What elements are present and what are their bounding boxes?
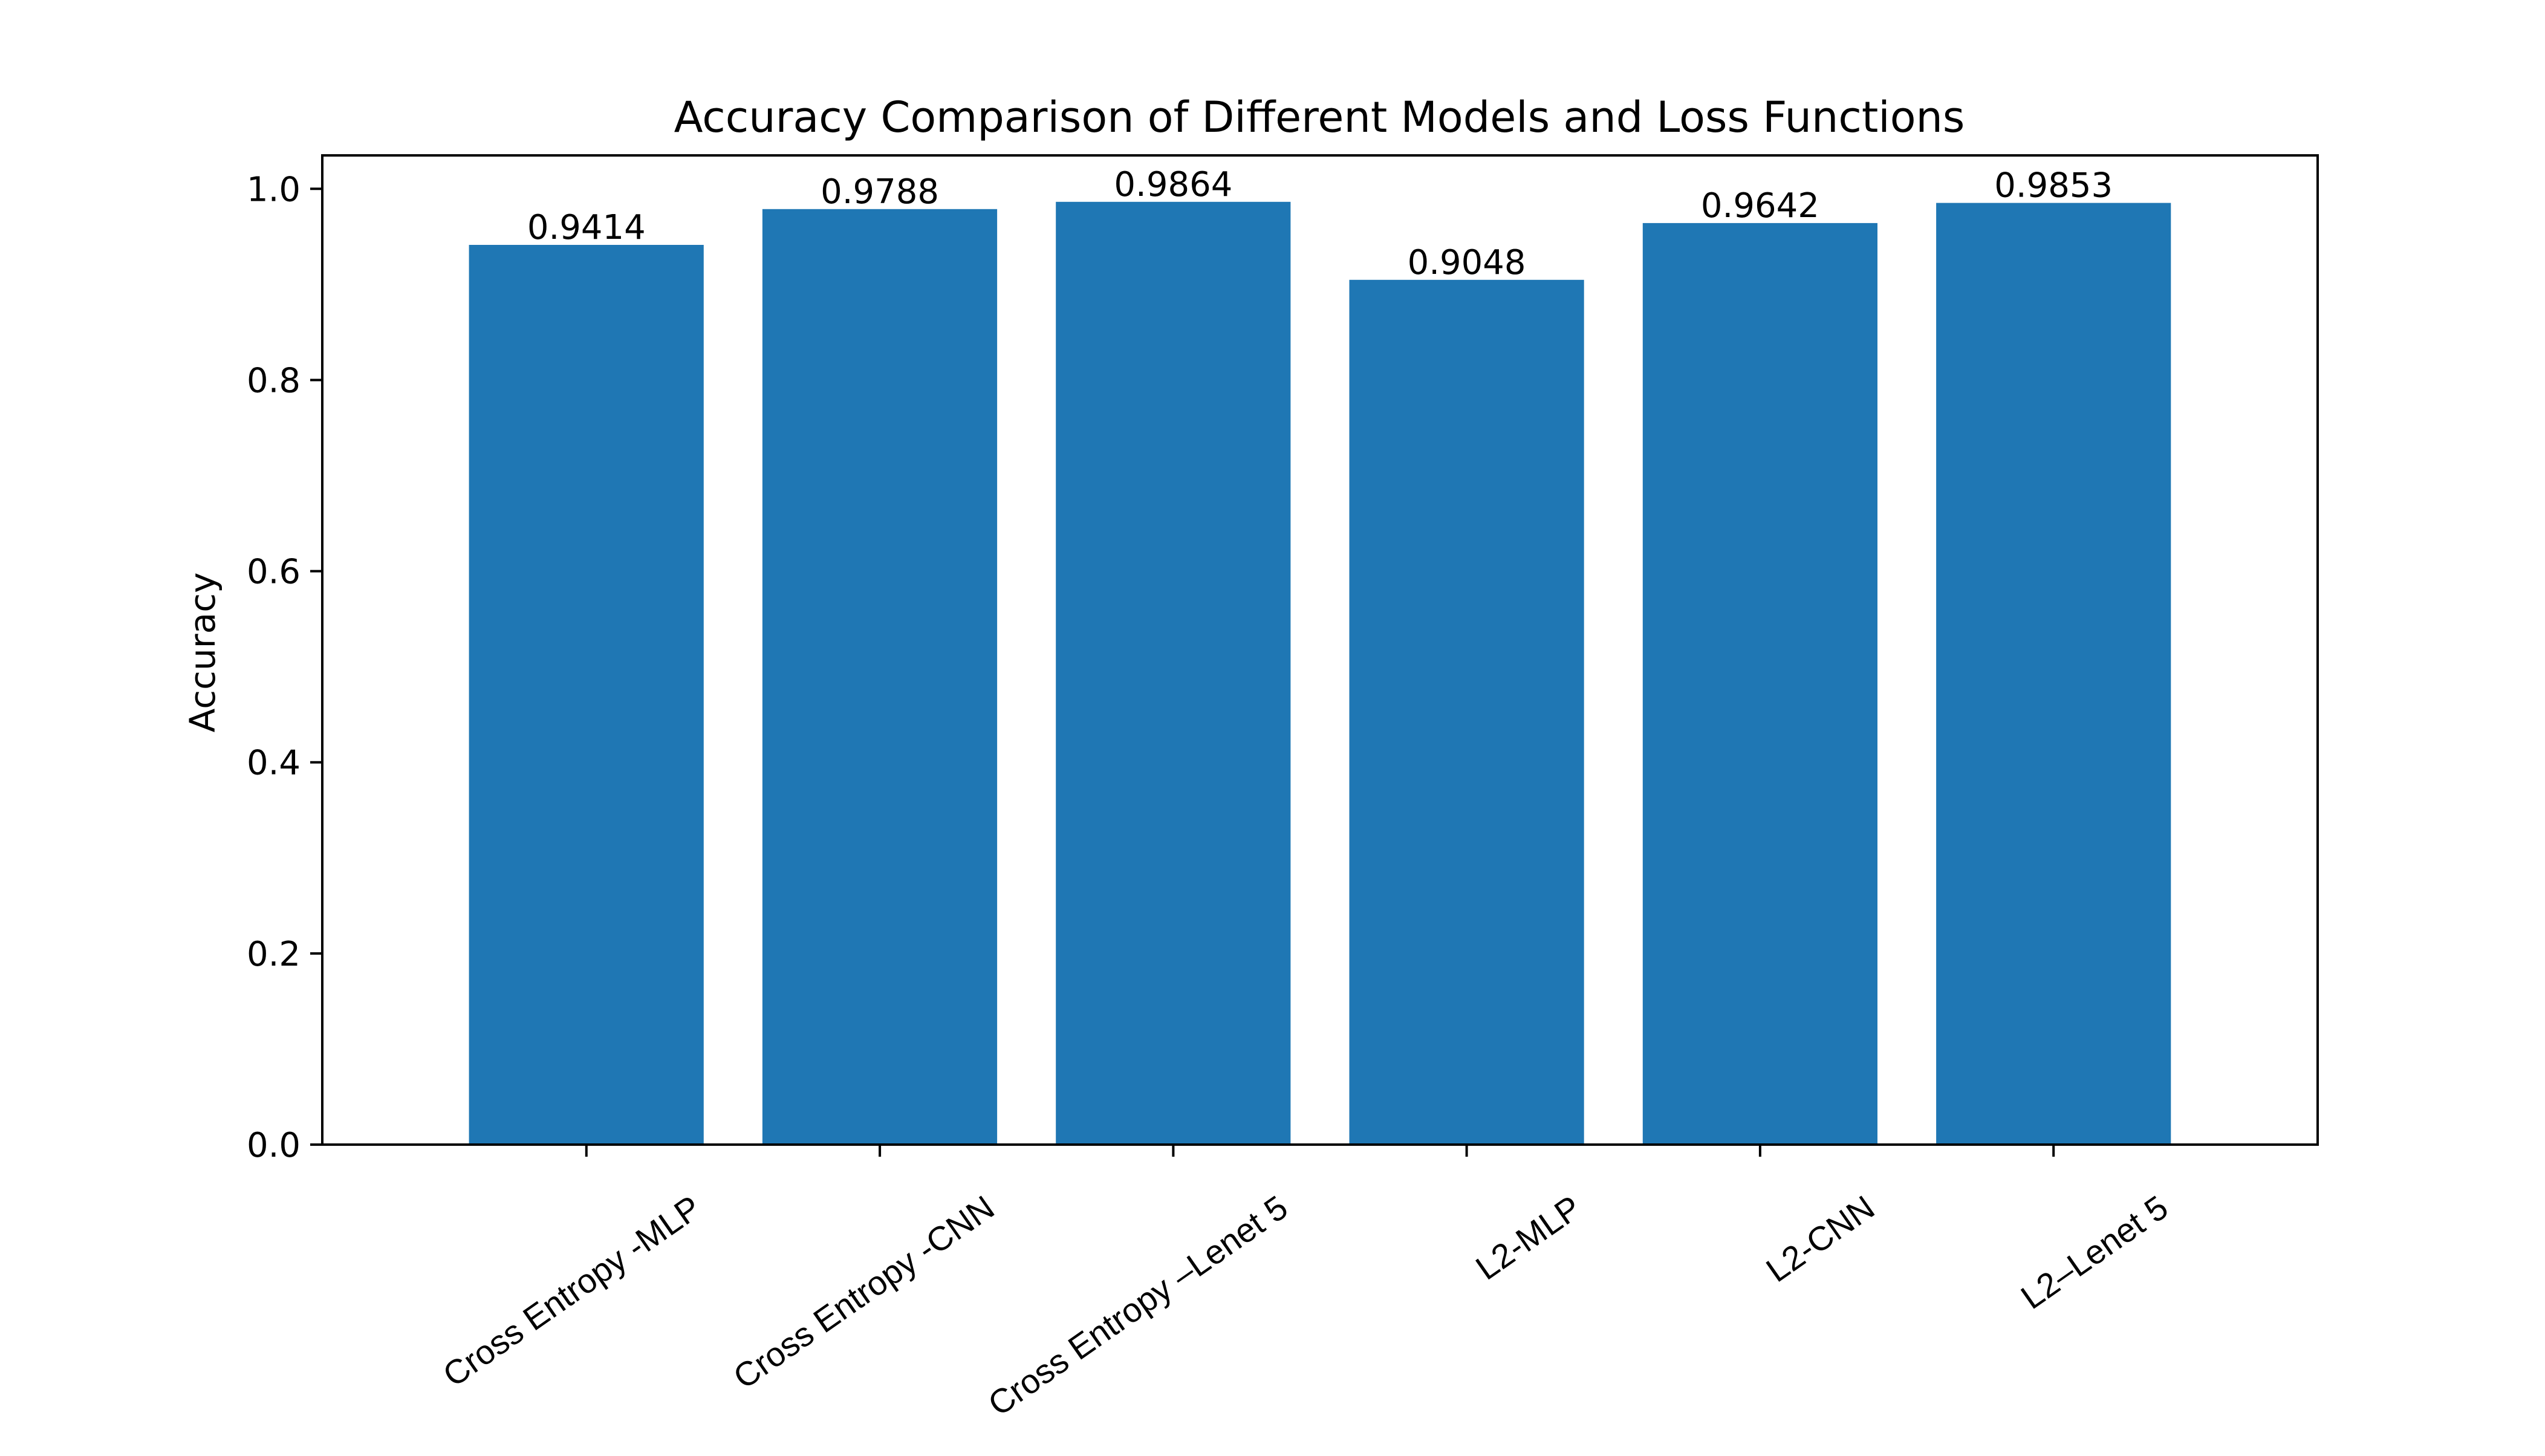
value-label-l2-cnn: 0.9642 bbox=[1701, 186, 1819, 226]
value-label-l2-mlp: 0.9048 bbox=[1408, 243, 1526, 282]
value-labels-group: 0.9414 0.9788 0.9864 0.9048 0.9642 0.9853 bbox=[527, 165, 2113, 282]
bars-group bbox=[469, 201, 2171, 1145]
chart-title: Accuracy Comparison of Different Models … bbox=[674, 93, 1965, 142]
bar-l2-lenet-5 bbox=[1936, 203, 2171, 1145]
y-tick-label: 0.2 bbox=[247, 935, 301, 974]
y-axis-ticks: 0.0 0.2 0.4 0.6 0.8 1.0 bbox=[247, 170, 322, 1165]
bar-cross-entropy-cnn bbox=[762, 209, 998, 1145]
y-tick-label: 1.0 bbox=[247, 170, 301, 209]
value-label-cross-entropy-lenet-5: 0.9864 bbox=[1114, 165, 1232, 204]
y-tick-label: 0.6 bbox=[247, 553, 301, 592]
y-tick-label: 0.4 bbox=[247, 744, 301, 783]
bar-l2-cnn bbox=[1642, 223, 1877, 1145]
value-label-cross-entropy-cnn: 0.9788 bbox=[821, 172, 939, 212]
bar-l2-mlp bbox=[1349, 279, 1584, 1145]
value-label-cross-entropy-mlp: 0.9414 bbox=[527, 208, 646, 247]
plot-area-frame bbox=[321, 154, 2319, 1146]
y-tick-label: 0.0 bbox=[247, 1126, 301, 1165]
y-axis-label: Accuracy bbox=[182, 573, 223, 733]
bar-cross-entropy-mlp bbox=[469, 245, 704, 1145]
value-label-l2-lenet-5: 0.9853 bbox=[1994, 166, 2113, 206]
y-tick-label: 0.8 bbox=[247, 362, 301, 401]
bar-cross-entropy-lenet-5 bbox=[1056, 201, 1291, 1145]
